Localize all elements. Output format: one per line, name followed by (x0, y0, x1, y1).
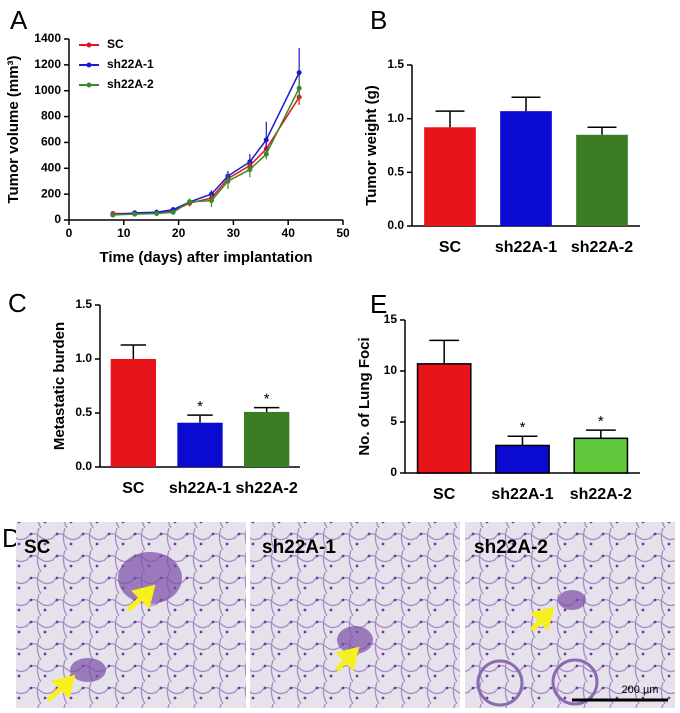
data-point (132, 211, 138, 217)
legend-swatch (86, 42, 92, 48)
panel-d: D SC sh22A-1 sh22A-2 200 µm (2, 522, 675, 708)
panel-label: C (8, 288, 27, 318)
data-point (296, 85, 302, 91)
bar (495, 444, 550, 474)
arrows (46, 584, 555, 702)
panel-label: A (10, 5, 28, 35)
bar (500, 111, 552, 226)
bar (573, 437, 629, 474)
data-point (263, 151, 269, 157)
image-label: sh22A-2 (474, 537, 548, 558)
data-point (187, 199, 193, 205)
y-tick-label: 1200 (34, 57, 61, 71)
data-point (263, 137, 269, 143)
bar (576, 134, 628, 226)
data-point (154, 211, 160, 217)
y-tick-label: 10 (384, 363, 398, 377)
x-tick-label: 30 (227, 226, 241, 240)
x-tick-label: sh22A-1 (491, 486, 553, 503)
x-tick-label: 10 (117, 226, 131, 240)
x-tick-label: sh22A-2 (236, 480, 298, 497)
bar (244, 411, 290, 467)
tumor-focus (337, 626, 373, 654)
scale-bar-label: 200 µm (622, 684, 659, 696)
data-point (247, 167, 253, 173)
significance: * (197, 398, 203, 415)
y-tick-label: 0.5 (387, 165, 404, 179)
y-tick-label: 1.5 (75, 297, 92, 311)
y-tick-label: 0 (54, 212, 61, 226)
x-tick-label: sh22A-1 (495, 239, 557, 256)
y-tick-label: 200 (41, 186, 61, 200)
x-tick-label: 0 (66, 226, 73, 240)
bar (424, 127, 476, 226)
x-tick-label: sh22A-2 (570, 486, 632, 503)
histology-image (465, 522, 675, 708)
x-tick-label: 50 (336, 226, 350, 240)
y-tick-label: 15 (384, 312, 398, 326)
legend-label: sh22A-2 (107, 77, 154, 91)
y-axis-label: Tumor volume (mm³) (5, 55, 22, 203)
y-axis-label: No. of Lung Foci (356, 337, 373, 455)
y-tick-label: 1.0 (387, 111, 404, 125)
histology-image (16, 522, 246, 708)
x-tick-label: sh22A-2 (571, 239, 633, 256)
y-axis-label: Metastatic burden (51, 322, 68, 450)
tumor-focus (70, 658, 106, 682)
data-point (110, 212, 116, 218)
x-tick-label: 40 (282, 226, 296, 240)
significance: * (264, 391, 270, 408)
tumor-focus (558, 590, 586, 610)
x-tick-label: sh22A-1 (169, 480, 231, 497)
panel-label: B (370, 5, 387, 35)
y-tick-label: 600 (41, 135, 61, 149)
vessel (551, 658, 599, 706)
significance: * (598, 413, 604, 430)
y-axis-label: Tumor weight (g) (363, 85, 380, 206)
legend-swatch (86, 82, 92, 88)
y-tick-label: 1400 (34, 31, 61, 45)
bar (110, 359, 156, 467)
y-tick-label: 800 (41, 109, 61, 123)
y-tick-label: 0.0 (75, 459, 92, 473)
y-tick-label: 0 (390, 465, 397, 479)
image-label: sh22A-1 (262, 537, 336, 558)
panel-label: E (370, 289, 387, 319)
series-line (112, 87, 300, 216)
significance: * (520, 419, 526, 436)
x-axis-label: Time (days) after implantation (99, 249, 312, 266)
legend-label: sh22A-1 (107, 57, 154, 71)
bar (416, 363, 472, 474)
y-tick-label: 400 (41, 160, 61, 174)
y-tick-label: 1000 (34, 83, 61, 97)
image-label: SC (24, 537, 51, 558)
data-point (225, 178, 231, 184)
legend-label: SC (107, 37, 124, 51)
data-point (296, 70, 302, 76)
histology-image (250, 522, 460, 708)
legend-swatch (86, 62, 92, 68)
data-point (170, 209, 176, 215)
x-tick-label: SC (439, 239, 462, 256)
x-tick-label: SC (122, 480, 145, 497)
series-line (112, 72, 300, 216)
y-tick-label: 0.5 (75, 405, 92, 419)
x-tick-label: SC (433, 486, 456, 503)
data-point (208, 198, 214, 204)
bar (177, 422, 223, 467)
y-tick-label: 1.0 (75, 351, 92, 365)
y-tick-label: 0.0 (387, 218, 404, 232)
y-tick-label: 5 (390, 414, 397, 428)
y-tick-label: 1.5 (387, 57, 404, 71)
vessel (476, 659, 524, 707)
x-tick-label: 20 (172, 226, 186, 240)
